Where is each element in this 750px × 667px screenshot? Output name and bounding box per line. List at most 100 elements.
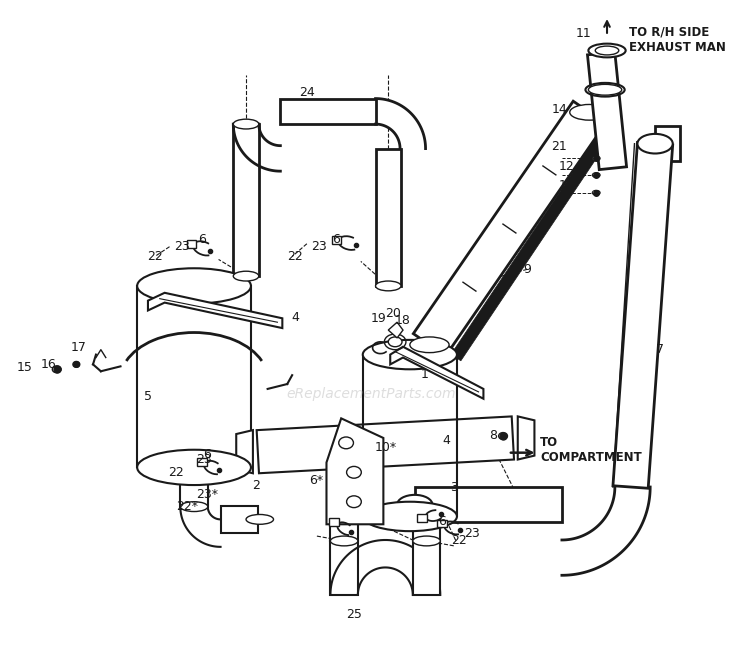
- Text: 15: 15: [16, 361, 32, 374]
- Ellipse shape: [331, 536, 358, 546]
- Text: 6: 6: [438, 515, 446, 528]
- Ellipse shape: [499, 433, 508, 440]
- Text: 17: 17: [70, 342, 86, 354]
- Text: 6*: 6*: [310, 474, 324, 487]
- Polygon shape: [236, 430, 253, 474]
- Ellipse shape: [233, 271, 259, 281]
- Ellipse shape: [137, 268, 251, 303]
- Text: 10*: 10*: [374, 442, 397, 454]
- Polygon shape: [332, 236, 341, 243]
- Polygon shape: [148, 293, 282, 328]
- Ellipse shape: [596, 46, 619, 55]
- Polygon shape: [451, 123, 616, 361]
- Text: 23: 23: [175, 240, 190, 253]
- Polygon shape: [376, 99, 425, 149]
- Text: 6: 6: [202, 448, 211, 461]
- Text: 23: 23: [464, 527, 479, 540]
- Polygon shape: [331, 541, 358, 595]
- Text: 2: 2: [252, 478, 260, 492]
- Polygon shape: [655, 126, 680, 161]
- Text: 18: 18: [395, 313, 411, 327]
- Text: 22*: 22*: [176, 500, 198, 513]
- Polygon shape: [518, 416, 535, 460]
- Ellipse shape: [638, 134, 673, 153]
- Polygon shape: [180, 468, 208, 507]
- Ellipse shape: [376, 281, 401, 291]
- Polygon shape: [376, 149, 401, 286]
- Text: 21: 21: [551, 140, 567, 153]
- Polygon shape: [233, 124, 280, 171]
- Text: 5: 5: [144, 390, 152, 404]
- Ellipse shape: [589, 43, 626, 57]
- Text: 4: 4: [291, 311, 299, 323]
- Text: 23: 23: [310, 240, 326, 253]
- Text: 19: 19: [370, 311, 386, 325]
- Text: 12: 12: [559, 160, 574, 173]
- Ellipse shape: [570, 105, 609, 120]
- Polygon shape: [326, 418, 383, 524]
- Ellipse shape: [388, 337, 402, 347]
- Ellipse shape: [410, 337, 449, 353]
- Text: 25: 25: [346, 608, 362, 621]
- Polygon shape: [363, 355, 457, 516]
- Polygon shape: [331, 540, 440, 595]
- Polygon shape: [417, 514, 427, 522]
- Ellipse shape: [592, 190, 600, 195]
- Ellipse shape: [346, 496, 362, 508]
- Ellipse shape: [246, 514, 274, 524]
- Text: 1: 1: [421, 368, 428, 381]
- Polygon shape: [137, 286, 251, 468]
- Polygon shape: [413, 541, 440, 595]
- Text: TO R/H SIDE
EXHAUST MAN: TO R/H SIDE EXHAUST MAN: [628, 26, 725, 54]
- Ellipse shape: [592, 173, 600, 177]
- Text: 22: 22: [451, 534, 466, 548]
- Text: 22: 22: [287, 250, 303, 263]
- Text: 11: 11: [575, 27, 591, 40]
- Polygon shape: [413, 101, 605, 356]
- Polygon shape: [587, 52, 626, 169]
- Ellipse shape: [73, 362, 80, 368]
- Text: 8: 8: [489, 428, 497, 442]
- Text: eReplacementParts.com: eReplacementParts.com: [286, 387, 455, 401]
- Polygon shape: [388, 322, 403, 338]
- Polygon shape: [280, 99, 376, 124]
- Ellipse shape: [397, 495, 433, 514]
- Text: 16: 16: [41, 358, 57, 371]
- Ellipse shape: [363, 502, 457, 531]
- Polygon shape: [390, 347, 484, 399]
- Text: 4: 4: [442, 434, 450, 448]
- Ellipse shape: [339, 437, 353, 449]
- Ellipse shape: [589, 84, 622, 95]
- Polygon shape: [187, 240, 196, 248]
- Text: 14: 14: [552, 103, 568, 116]
- Polygon shape: [256, 416, 514, 474]
- Polygon shape: [331, 516, 358, 541]
- Polygon shape: [196, 458, 206, 466]
- Ellipse shape: [53, 366, 62, 373]
- Text: 24: 24: [299, 86, 315, 99]
- Ellipse shape: [592, 156, 600, 161]
- Text: 3: 3: [450, 480, 458, 494]
- Ellipse shape: [233, 119, 259, 129]
- Polygon shape: [233, 124, 259, 276]
- Ellipse shape: [363, 340, 457, 370]
- Text: 9: 9: [524, 263, 532, 275]
- Polygon shape: [562, 487, 650, 576]
- Polygon shape: [613, 143, 673, 488]
- Polygon shape: [220, 506, 258, 533]
- Text: 7: 7: [656, 344, 664, 356]
- Text: 6: 6: [332, 233, 340, 246]
- Ellipse shape: [346, 466, 362, 478]
- Text: 22: 22: [169, 466, 184, 479]
- Polygon shape: [180, 507, 220, 547]
- Text: 23*: 23*: [196, 488, 217, 502]
- Polygon shape: [415, 487, 562, 522]
- Polygon shape: [436, 520, 446, 528]
- Polygon shape: [413, 516, 440, 541]
- Text: TO
COMPARTMENT: TO COMPARTMENT: [540, 436, 642, 464]
- Ellipse shape: [137, 450, 251, 485]
- Polygon shape: [329, 518, 339, 526]
- Ellipse shape: [180, 502, 208, 512]
- Ellipse shape: [413, 536, 440, 546]
- Text: 22: 22: [147, 250, 163, 263]
